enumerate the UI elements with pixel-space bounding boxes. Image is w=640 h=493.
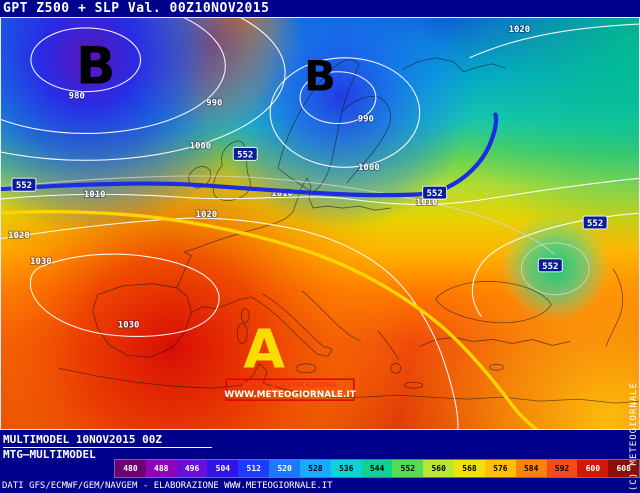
watermark-line1: MTG - ELABORAZIONE (243, 381, 338, 389)
watermark-line2: WWW.METEOGIORNALE.IT (224, 390, 356, 400)
svg-text:552: 552 (542, 262, 558, 272)
low-pressure-symbol: B (76, 37, 116, 97)
colorbar-cell: 544 (361, 460, 393, 477)
geopotential-colorbar: 480 488 496 504 512 520 528 536 544 552 … (114, 459, 640, 478)
isobar-label: 1020 (196, 210, 218, 220)
isobar-label: 1030 (30, 257, 52, 267)
isobar-label: 1030 (118, 320, 140, 330)
watermark-border (225, 378, 355, 401)
svg-text:552: 552 (427, 189, 443, 199)
data-credits: DATI GFS/ECMWF/GEM/NAVGEM - ELABORAZIONE… (2, 481, 333, 491)
colorbar-cell: 600 (577, 460, 609, 477)
gpt-552-label: 552 (537, 258, 563, 273)
gpt-552-contour-yellow (1, 209, 539, 429)
colorbar-cell: 496 (176, 460, 208, 477)
coastlines (58, 57, 639, 404)
isobar-label: 990 (206, 99, 222, 109)
pressure-center-symbols: B B A (76, 37, 336, 381)
gpt-552-boxed-labels: 552 552 552 552 552 (11, 146, 608, 273)
low-pressure-symbol: B (304, 52, 336, 101)
gpt-552-label: 552 (232, 146, 258, 161)
isobar-label: 1000 (358, 163, 380, 173)
gpt-552-label: 552 (11, 177, 37, 192)
copyright-vertical: (C) METEOGIORNALE (629, 381, 639, 491)
colorbar-cell: 488 (145, 460, 177, 477)
isobar-label: 980 (69, 92, 85, 102)
isobar-label: 1010 (271, 189, 293, 199)
isobar-label: 990 (358, 115, 374, 125)
colorbar-cell: 504 (207, 460, 239, 477)
colorbar-cell: 584 (515, 460, 547, 477)
high-pressure-symbol: A (243, 317, 285, 380)
colorbar-cell: 512 (238, 460, 270, 477)
model-brand-label: MTG—MULTIMODEL (3, 448, 96, 461)
colorbar-cell: 568 (454, 460, 485, 477)
colorbar-cell: 552 (392, 460, 424, 477)
isobar-value-labels: 980 990 990 1000 1000 1010 1010 1010 102… (7, 24, 531, 332)
gpt-552-label: 552 (422, 185, 448, 200)
isobar-label: 1020 (509, 25, 531, 35)
slp-isobars (1, 18, 639, 429)
watermark: MTG - ELABORAZIONE WWW.METEOGIORNALE.IT (224, 378, 357, 401)
colorbar-cell: 608 (608, 460, 640, 477)
colorbar-cell: 592 (546, 460, 578, 477)
colorbar-cell: 536 (330, 460, 362, 477)
isobar-label: 1010 (416, 198, 438, 208)
model-run-label: MULTIMODEL 10NOV2015 00Z (3, 433, 212, 448)
svg-text:552: 552 (237, 150, 253, 160)
gpt-552-contour-blue (1, 112, 499, 198)
colorbar-cell: 528 (299, 460, 331, 477)
colorbar-cell: 560 (423, 460, 455, 477)
isobar-label: 1010 (84, 190, 106, 200)
colorbar-cell: 576 (484, 460, 516, 477)
svg-text:552: 552 (16, 181, 32, 191)
gpt-552-label: 552 (582, 215, 608, 230)
colorbar-cell: 520 (269, 460, 300, 477)
isobar-label: 1020 (8, 231, 30, 241)
svg-text:552: 552 (587, 219, 603, 229)
colorbar-cell: 480 (115, 460, 146, 477)
page-title: GPT Z500 + SLP Val. 00Z10NOV2015 (3, 1, 270, 16)
geopotential-fill-field (1, 18, 639, 429)
isobar-label: 1000 (190, 141, 212, 151)
geopotential-slp-map: 980 990 990 1000 1000 1010 1010 1010 102… (0, 17, 640, 430)
